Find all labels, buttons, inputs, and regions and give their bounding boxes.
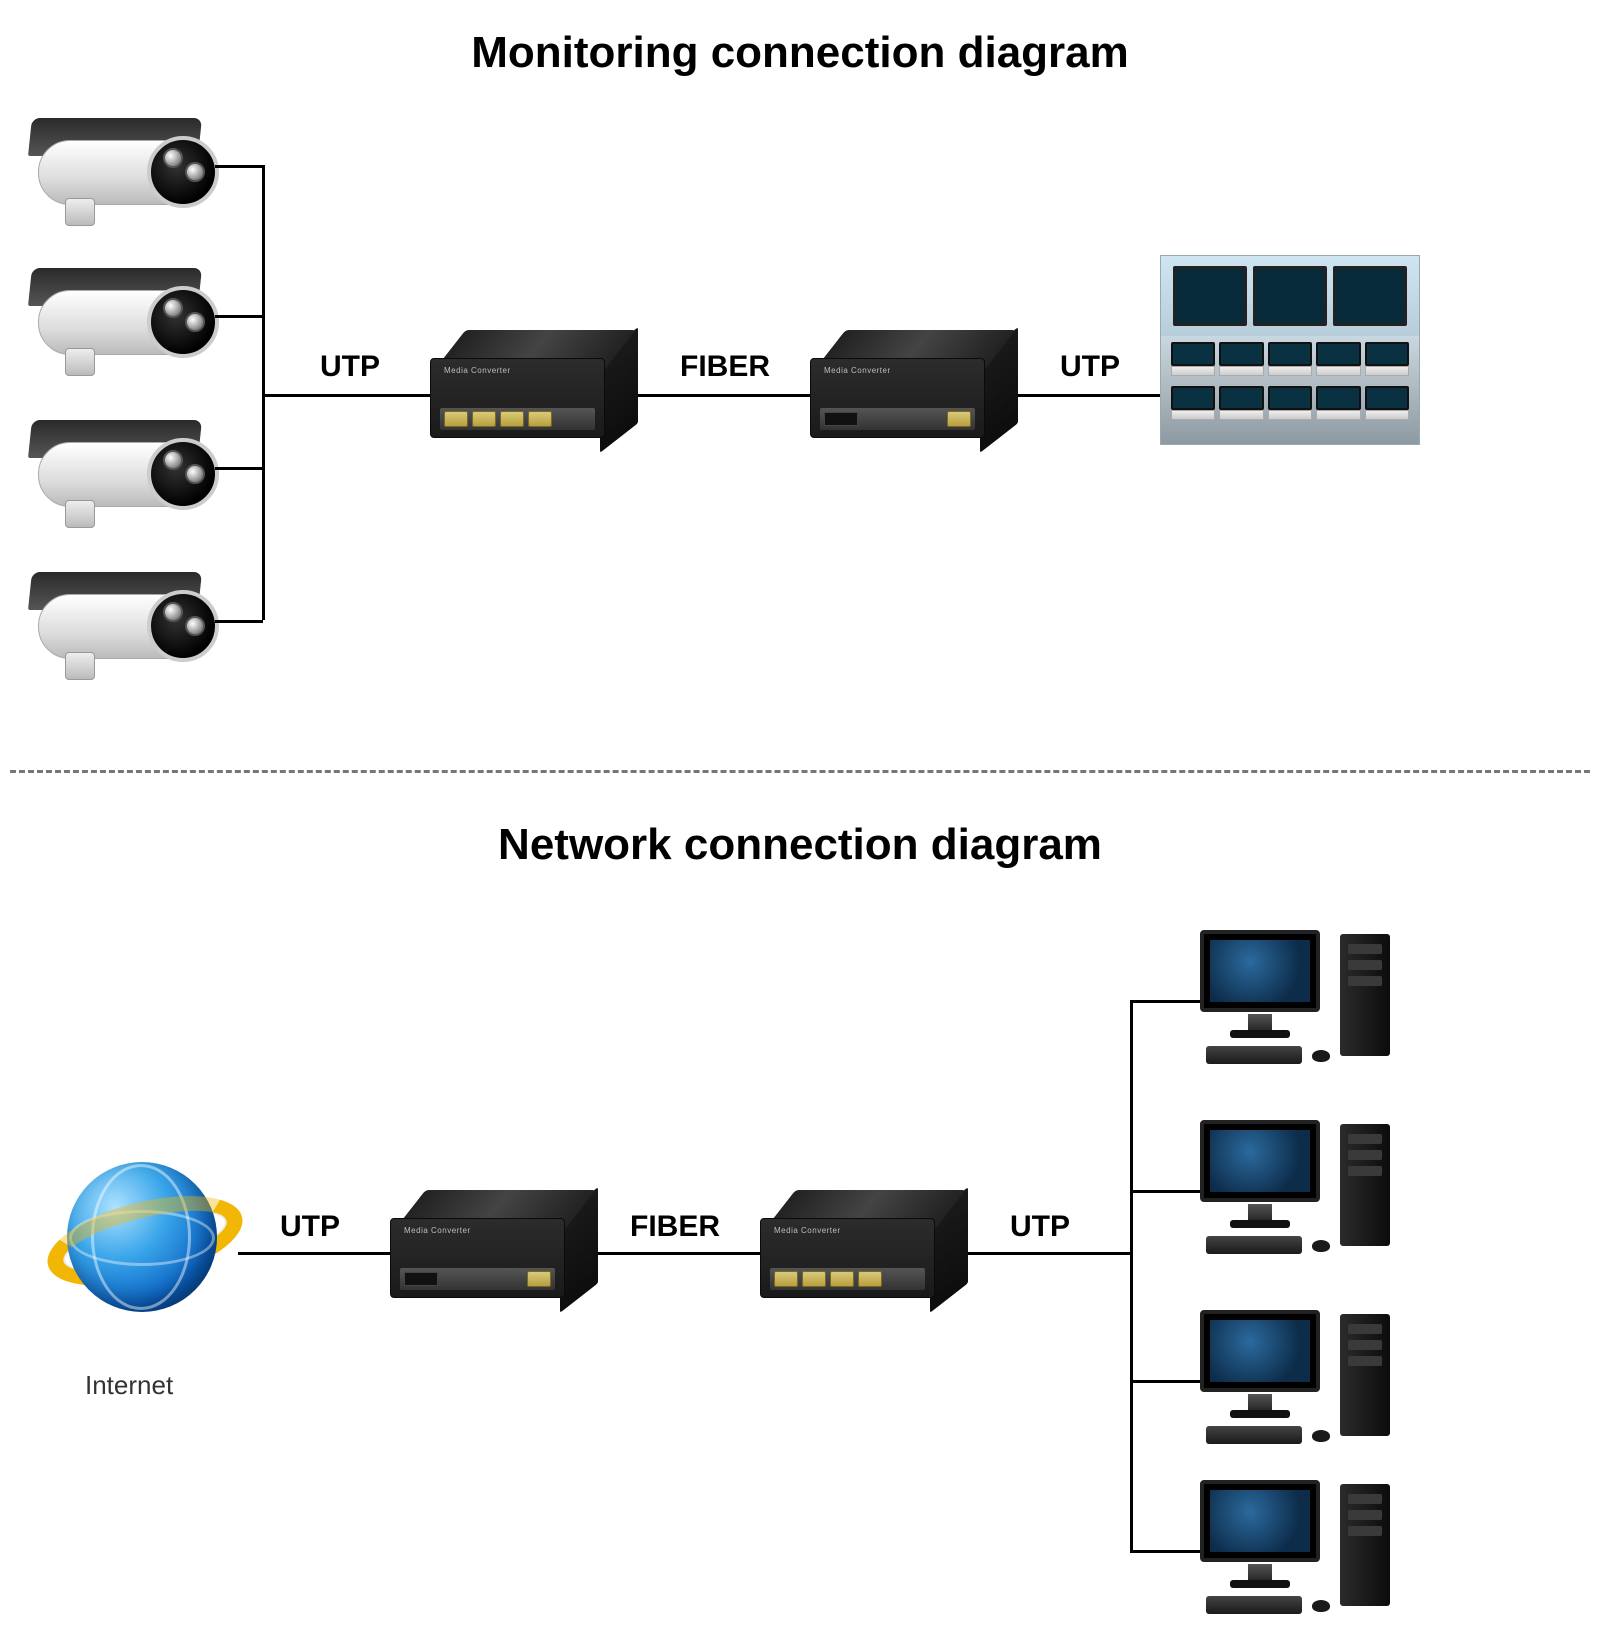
cctv-camera-icon	[30, 260, 215, 370]
cctv-camera-icon	[30, 564, 215, 674]
connection-line	[1130, 1000, 1133, 1550]
connection-line	[215, 165, 263, 168]
converter-label: Media Converter	[824, 366, 891, 375]
fiber-label: FIBER	[680, 350, 770, 384]
converter-label: Media Converter	[774, 1226, 841, 1235]
connection-line	[636, 394, 812, 397]
cctv-camera-icon	[30, 110, 215, 220]
media-converter-icon: Media Converter	[390, 1190, 600, 1320]
desktop-pc-icon	[1200, 1120, 1390, 1270]
converter-label: Media Converter	[444, 366, 511, 375]
network-title: Network connection diagram	[0, 820, 1600, 870]
utp-label: UTP	[320, 350, 380, 384]
connection-line	[1130, 1380, 1200, 1383]
section-divider	[10, 770, 1590, 773]
desktop-pc-icon	[1200, 1480, 1390, 1630]
internet-label: Internet	[85, 1370, 173, 1401]
monitoring-title: Monitoring connection diagram	[0, 28, 1600, 78]
connection-line	[1016, 394, 1160, 397]
utp-label: UTP	[280, 1210, 340, 1244]
media-converter-icon: Media Converter	[760, 1190, 970, 1320]
connection-line	[215, 315, 263, 318]
connection-line	[596, 1252, 762, 1255]
cctv-camera-icon	[30, 412, 215, 522]
control-room-icon	[1160, 255, 1420, 445]
internet-globe-icon	[55, 1150, 245, 1340]
media-converter-icon: Media Converter	[430, 330, 640, 460]
desktop-pc-icon	[1200, 1310, 1390, 1460]
connection-line	[1130, 1190, 1200, 1193]
utp-label: UTP	[1010, 1210, 1070, 1244]
connection-line	[215, 467, 263, 470]
connection-line	[966, 1252, 1130, 1255]
converter-label: Media Converter	[404, 1226, 471, 1235]
connection-line	[215, 620, 263, 623]
media-converter-icon: Media Converter	[810, 330, 1020, 460]
connection-line	[238, 1252, 392, 1255]
connection-line	[1130, 1550, 1200, 1553]
connection-line	[1130, 1000, 1200, 1003]
utp-label: UTP	[1060, 350, 1120, 384]
connection-line	[262, 165, 265, 620]
fiber-label: FIBER	[630, 1210, 720, 1244]
connection-line	[262, 394, 432, 397]
desktop-pc-icon	[1200, 930, 1390, 1080]
